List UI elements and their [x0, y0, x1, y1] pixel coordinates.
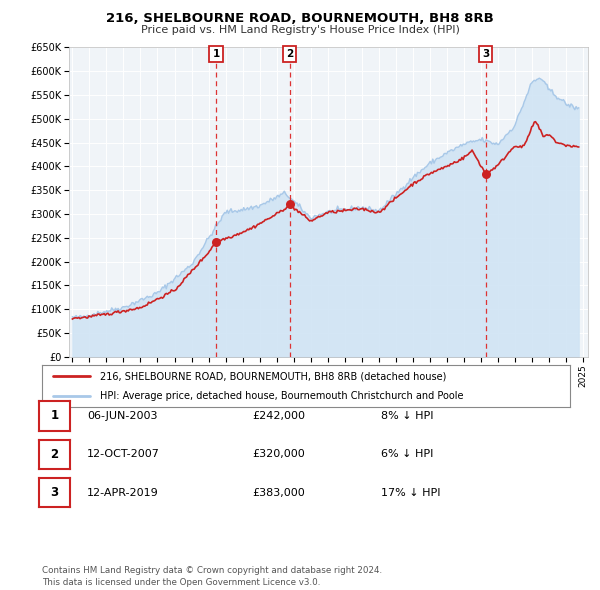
- Text: 1: 1: [212, 50, 220, 60]
- Text: £383,000: £383,000: [252, 488, 305, 497]
- Text: £242,000: £242,000: [252, 411, 305, 421]
- Text: 12-OCT-2007: 12-OCT-2007: [87, 450, 160, 459]
- Text: 1: 1: [50, 409, 59, 422]
- Text: 216, SHELBOURNE ROAD, BOURNEMOUTH, BH8 8RB (detached house): 216, SHELBOURNE ROAD, BOURNEMOUTH, BH8 8…: [100, 371, 446, 381]
- Text: 3: 3: [50, 486, 59, 499]
- Text: Contains HM Land Registry data © Crown copyright and database right 2024.
This d: Contains HM Land Registry data © Crown c…: [42, 566, 382, 587]
- Text: HPI: Average price, detached house, Bournemouth Christchurch and Poole: HPI: Average price, detached house, Bour…: [100, 391, 464, 401]
- Text: £320,000: £320,000: [252, 450, 305, 459]
- Text: 3: 3: [482, 50, 489, 60]
- Text: 2: 2: [50, 448, 59, 461]
- Text: 17% ↓ HPI: 17% ↓ HPI: [381, 488, 440, 497]
- Text: Price paid vs. HM Land Registry's House Price Index (HPI): Price paid vs. HM Land Registry's House …: [140, 25, 460, 35]
- Text: 2: 2: [286, 50, 293, 60]
- Text: 12-APR-2019: 12-APR-2019: [87, 488, 159, 497]
- Text: 8% ↓ HPI: 8% ↓ HPI: [381, 411, 433, 421]
- Text: 6% ↓ HPI: 6% ↓ HPI: [381, 450, 433, 459]
- Text: 216, SHELBOURNE ROAD, BOURNEMOUTH, BH8 8RB: 216, SHELBOURNE ROAD, BOURNEMOUTH, BH8 8…: [106, 12, 494, 25]
- Text: 06-JUN-2003: 06-JUN-2003: [87, 411, 157, 421]
